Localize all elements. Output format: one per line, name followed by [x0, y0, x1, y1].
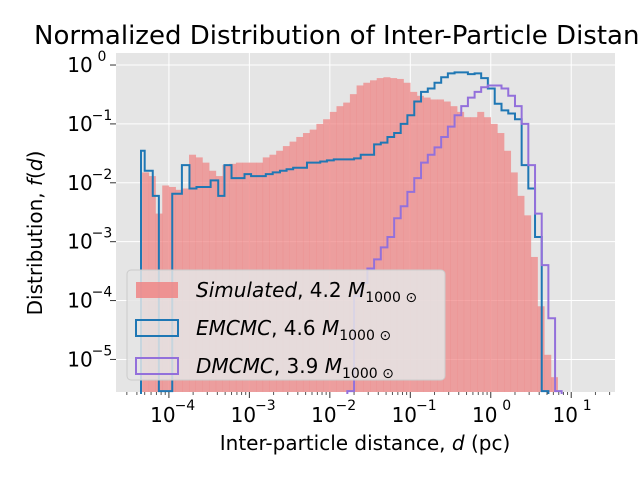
simulated-bar — [289, 141, 297, 392]
y-tick-label: 10 — [67, 171, 92, 195]
simulated-bar — [370, 80, 378, 393]
x-tick-label: 10 — [150, 403, 175, 427]
simulated-bar — [383, 77, 391, 392]
simulated-bar — [316, 123, 324, 392]
legend: Simulated, 4.2 M1000 ⊙ EMCMC, 4.6 M1000 ⊙… — [126, 269, 446, 382]
simulated-bar — [524, 215, 532, 392]
simulated-bar — [302, 133, 310, 392]
x-tick-label: 10 — [392, 403, 417, 427]
y-tick-label: 10 — [67, 347, 92, 371]
y-tick-exponent: −4 — [92, 285, 113, 301]
y-tick-exponent: −5 — [92, 343, 113, 359]
legend-label-simulated: Simulated, 4.2 M1000 ⊙ — [196, 278, 417, 306]
simulated-bar — [296, 136, 304, 392]
legend-swatch-simulated — [136, 282, 178, 298]
simulated-bar — [504, 150, 512, 392]
simulated-bar — [416, 95, 424, 393]
simulated-bar — [309, 129, 317, 392]
x-tick-exponent: 1 — [583, 398, 592, 414]
y-tick-exponent: −1 — [92, 108, 113, 124]
x-tick-label: 10 — [472, 403, 497, 427]
simulated-bar — [323, 119, 331, 392]
simulated-bar — [349, 94, 357, 393]
simulated-bar — [363, 82, 371, 392]
x-tick-exponent: 0 — [502, 398, 511, 414]
simulated-bar — [403, 82, 411, 392]
simulated-bar — [423, 97, 431, 392]
x-tick-label: 10 — [311, 403, 336, 427]
simulated-bar — [477, 111, 485, 392]
simulated-bar — [336, 106, 344, 393]
dmcmc-step-line — [346, 84, 563, 394]
x-tick-exponent: −3 — [255, 398, 276, 414]
simulated-bar — [510, 172, 518, 392]
simulated-bar — [376, 78, 384, 393]
simulated-bar — [544, 354, 552, 392]
simulated-bar — [463, 117, 471, 392]
legend-box — [126, 269, 446, 381]
simulated-bar — [470, 117, 478, 392]
simulated-bar — [329, 111, 337, 392]
simulated-bar — [343, 102, 351, 392]
simulated-bar — [497, 133, 505, 392]
simulated-bar — [410, 91, 418, 392]
x-tick-exponent: −1 — [416, 398, 437, 414]
x-axis-ticks: 10−4 10−3 10−2 10−1 10 0 10 1 — [126, 392, 611, 427]
simulated-bar — [530, 256, 538, 392]
legend-label-emcmc: EMCMC, 4.6 M1000 ⊙ — [196, 316, 391, 344]
legend-label-dmcmc: DMCMC, 3.9 M1000 ⊙ — [196, 354, 394, 382]
legend-swatch-dmcmc — [135, 357, 179, 375]
x-tick-exponent: −2 — [336, 398, 357, 414]
y-tick-exponent: 0 — [98, 49, 107, 65]
simulated-bar — [457, 111, 465, 392]
emcmc-step-line — [140, 71, 550, 394]
x-axis-label-text: Inter-particle distance, — [220, 431, 452, 455]
y-tick-label: 10 — [67, 112, 92, 136]
simulated-bar — [437, 99, 445, 392]
simulated-bar — [430, 99, 438, 392]
legend-swatch-emcmc — [135, 319, 179, 337]
simulated-bar — [450, 106, 458, 393]
y-tick-label: 10 — [67, 230, 92, 254]
simulated-bar — [356, 85, 364, 392]
simulated-bar — [517, 195, 525, 392]
y-axis-ticks: 10−510−410−310−210−110 0 — [67, 49, 116, 371]
simulated-bar — [483, 117, 491, 392]
simulated-bar — [443, 101, 451, 392]
y-tick-label: 10 — [67, 53, 92, 77]
y-tick-exponent: −3 — [92, 226, 113, 242]
chart-title: Normalized Distribution of Inter-Particl… — [34, 21, 639, 51]
y-tick-label: 10 — [67, 289, 92, 313]
simulated-bar — [282, 146, 290, 392]
x-tick-exponent: −4 — [175, 398, 196, 414]
x-axis-label: Inter-particle distance, d (pc) — [220, 431, 511, 455]
y-tick-exponent: −2 — [92, 167, 113, 183]
y-axis-label: Distribution, f(d) — [23, 151, 47, 316]
simulated-bar — [396, 78, 404, 392]
x-tick-label: 10 — [552, 403, 577, 427]
x-tick-label: 10 — [231, 403, 256, 427]
simulated-bar — [490, 123, 498, 392]
